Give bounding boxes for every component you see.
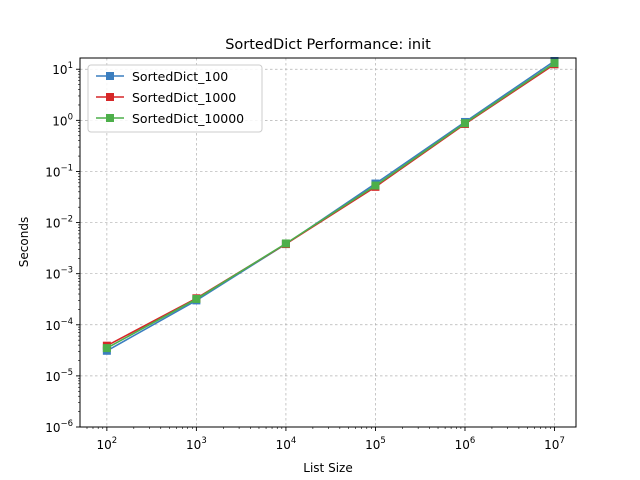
data-point xyxy=(371,181,380,190)
legend-item: SortedDict_1000 xyxy=(96,90,236,105)
x-axis-label: List Size xyxy=(303,461,352,475)
series-lines xyxy=(102,56,559,355)
legend-item: SortedDict_10000 xyxy=(96,111,244,126)
y-tick-label: 10−3 xyxy=(45,266,73,282)
x-tick-label: 107 xyxy=(544,436,565,452)
data-point xyxy=(550,59,559,68)
series-SortedDict_10000 xyxy=(102,59,559,353)
y-axis: 10−6 10−5 10−4 10−3 10−2 10−1 100 101 xyxy=(45,61,80,435)
series-line xyxy=(106,62,555,349)
x-tick-label: 102 xyxy=(97,436,118,452)
legend: SortedDict_100 SortedDict_1000 SortedDict_… xyxy=(87,64,263,133)
y-tick-label: 10−4 xyxy=(45,317,73,333)
data-point xyxy=(192,294,201,303)
x-tick-label: 103 xyxy=(186,436,207,452)
plot-frame xyxy=(79,57,577,428)
y-tick-label: 10−6 xyxy=(45,419,73,435)
y-tick-label: 101 xyxy=(52,61,73,77)
y-tick-label: 100 xyxy=(52,112,73,128)
y-tick-label: 10−2 xyxy=(45,215,73,231)
data-point xyxy=(460,119,469,128)
legend-marker xyxy=(106,72,114,80)
legend-label: SortedDict_100 xyxy=(132,69,228,84)
legend-marker xyxy=(106,114,114,122)
legend-box xyxy=(87,64,263,133)
y-tick-label: 10−1 xyxy=(45,163,73,179)
y-tick-label: 10−5 xyxy=(45,368,73,384)
chart-title: SortedDict Performance: init xyxy=(225,37,431,53)
x-tick-label: 105 xyxy=(365,436,386,452)
x-tick-label: 104 xyxy=(276,436,297,452)
legend-label: SortedDict_10000 xyxy=(132,111,244,126)
legend-label: SortedDict_1000 xyxy=(132,90,236,105)
y-axis-label: Seconds xyxy=(17,217,31,267)
x-axis: 102 103 104 105 106 107 xyxy=(86,427,565,452)
data-point xyxy=(102,344,111,353)
legend-marker xyxy=(106,93,114,101)
data-point xyxy=(281,239,290,248)
legend-item: SortedDict_100 xyxy=(96,69,228,84)
x-tick-label: 106 xyxy=(455,436,476,452)
